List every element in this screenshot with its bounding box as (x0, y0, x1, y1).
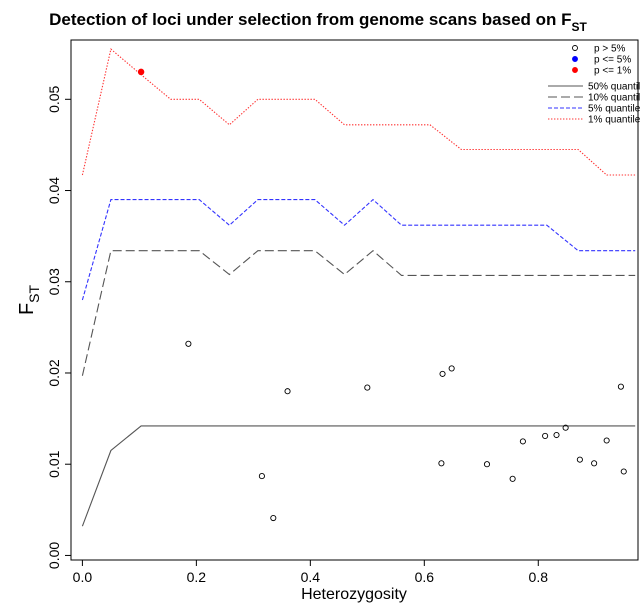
data-point (137, 68, 145, 76)
legend-label: 1% quantile (588, 115, 640, 126)
y-tick-label: 0.02 (46, 359, 62, 386)
legend-marker (572, 56, 578, 62)
x-tick-label: 0.8 (529, 569, 549, 585)
quantile-line (81, 198, 636, 301)
y-tick-label: 0.04 (46, 177, 62, 204)
quantile-line (81, 48, 636, 176)
legend-label: p > 5% (594, 44, 626, 55)
x-tick-label: 0.6 (415, 569, 435, 585)
data-point (617, 383, 624, 390)
quantile-line (81, 425, 636, 527)
data-points (137, 68, 627, 522)
legend-label: 10% quantile (588, 93, 640, 104)
plot-frame (70, 39, 639, 561)
data-point (603, 437, 610, 444)
data-point (185, 340, 192, 347)
data-point (258, 473, 265, 480)
x-axis: 0.0 0.2 0.4 0.6 0.8 (73, 560, 549, 585)
legend: p > 5%p <= 5%p <= 1% 50% quantile10% quan… (548, 44, 640, 126)
data-point (576, 456, 583, 463)
y-axis-label: FST (16, 284, 42, 315)
data-point (439, 370, 446, 377)
x-tick-label: 0.0 (73, 569, 93, 585)
data-point (284, 388, 291, 395)
data-point (542, 432, 549, 439)
legend-marker (572, 45, 578, 51)
data-point (591, 460, 598, 467)
legend-label: 50% quantile (588, 82, 640, 93)
y-tick-label: 0.05 (46, 85, 62, 112)
data-point (620, 468, 627, 475)
legend-label: 5% quantile (588, 104, 640, 115)
data-point (448, 365, 455, 372)
legend-label: p <= 1% (594, 66, 631, 77)
data-point (562, 424, 569, 431)
data-point (270, 514, 277, 522)
legend-label: p <= 5% (594, 55, 631, 66)
chart-title: Detection of loci under selection from g… (49, 10, 587, 34)
y-tick-label: 0.00 (46, 542, 62, 569)
quantile-line (81, 249, 636, 376)
chart-title-main: Detection of loci under selection from g… (49, 10, 571, 29)
data-point (364, 384, 371, 391)
legend-marker (572, 67, 578, 73)
y-axis-label-subscript: ST (26, 284, 42, 302)
chart-title-subscript: ST (572, 20, 588, 34)
y-axis-label-main: F (16, 303, 38, 315)
data-point (438, 460, 445, 467)
y-axis: 0.00 0.01 0.02 0.03 0.04 0.05 (46, 85, 71, 569)
x-axis-label: Heterozygosity (301, 586, 407, 603)
data-point (553, 431, 560, 439)
data-point (509, 475, 516, 482)
x-tick-label: 0.4 (301, 569, 321, 585)
y-tick-label: 0.03 (46, 268, 62, 295)
data-point (483, 461, 491, 468)
quantile-lines (81, 48, 636, 527)
x-tick-label: 0.2 (187, 569, 207, 585)
data-point (519, 438, 526, 445)
y-tick-label: 0.01 (46, 450, 62, 477)
